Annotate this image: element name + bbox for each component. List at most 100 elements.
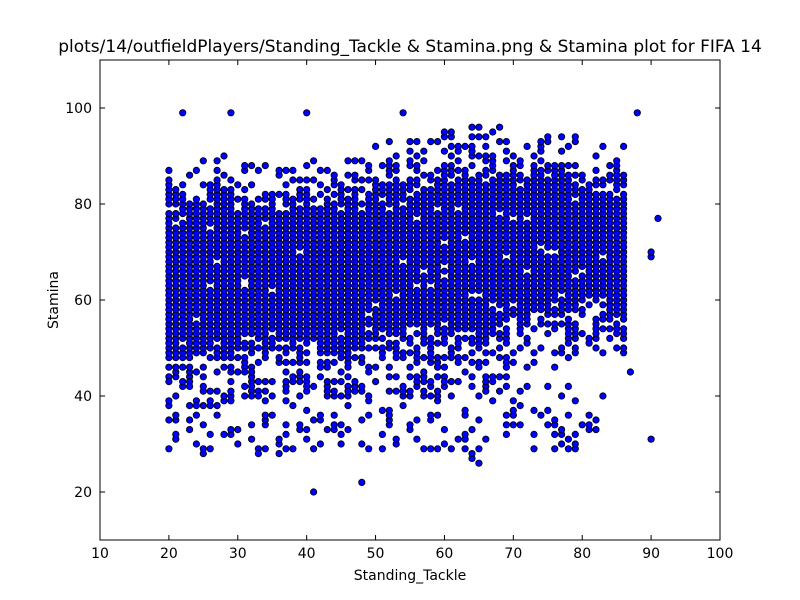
data-point <box>186 416 194 424</box>
data-point <box>289 195 297 203</box>
data-point <box>530 152 538 160</box>
data-point <box>468 334 476 342</box>
data-point <box>564 445 573 453</box>
data-point <box>468 296 476 304</box>
data-point <box>371 176 380 184</box>
data-point <box>475 171 483 179</box>
y-tick-label: 60 <box>74 293 92 309</box>
data-point <box>516 186 524 194</box>
data-point <box>523 219 531 227</box>
data-point <box>523 176 531 184</box>
data-point <box>378 445 386 453</box>
data-point <box>241 162 249 170</box>
data-point <box>371 377 380 386</box>
data-point <box>165 377 173 386</box>
data-point <box>599 142 607 150</box>
data-point <box>303 176 311 184</box>
data-point <box>179 363 187 371</box>
data-point <box>206 181 214 189</box>
data-point <box>413 219 421 227</box>
data-point <box>571 162 579 170</box>
data-point <box>592 152 600 160</box>
data-point <box>440 440 448 448</box>
data-point <box>585 334 593 342</box>
data-point <box>557 425 566 434</box>
data-point <box>454 334 462 342</box>
data-point <box>268 334 276 342</box>
data-point <box>427 186 435 194</box>
data-point <box>399 349 407 357</box>
data-point <box>220 171 228 179</box>
data-point <box>551 363 559 371</box>
data-point <box>192 411 200 419</box>
data-point <box>619 190 628 198</box>
data-point <box>537 411 545 419</box>
data-point <box>509 305 517 314</box>
data-point <box>523 339 531 347</box>
data-point <box>206 445 214 453</box>
data-point <box>564 142 573 150</box>
data-point <box>509 406 517 414</box>
data-point <box>557 440 566 448</box>
data-point <box>199 200 207 208</box>
data-point <box>537 315 545 323</box>
data-point <box>392 296 400 304</box>
data-point <box>599 301 607 309</box>
data-point <box>172 363 180 371</box>
data-point <box>172 411 180 419</box>
data-point <box>406 176 414 184</box>
data-point <box>406 373 414 381</box>
data-point <box>323 358 331 366</box>
data-point <box>440 147 448 155</box>
data-point <box>475 392 483 400</box>
data-point <box>172 186 180 194</box>
data-point <box>199 445 207 453</box>
data-point <box>571 344 579 352</box>
data-point <box>571 320 579 328</box>
data-point <box>213 262 221 270</box>
data-point <box>316 440 324 448</box>
data-point <box>454 377 462 386</box>
data-point <box>592 325 600 333</box>
data-point <box>571 440 579 448</box>
data-point <box>179 181 187 189</box>
data-point <box>254 344 262 352</box>
data-point <box>309 205 318 213</box>
data-point <box>544 176 552 184</box>
data-point <box>275 449 283 458</box>
data-point <box>206 387 214 395</box>
data-point <box>495 123 504 131</box>
data-point <box>289 358 297 366</box>
data-point <box>179 109 187 117</box>
data-point <box>509 162 517 170</box>
data-point <box>268 392 276 400</box>
data-point <box>282 377 290 386</box>
data-point <box>571 277 579 285</box>
data-point <box>489 397 497 405</box>
data-point <box>433 373 442 381</box>
data-point <box>186 382 194 390</box>
data-point <box>186 401 194 410</box>
data-point <box>551 253 559 261</box>
data-point <box>241 195 249 203</box>
data-point <box>557 392 566 400</box>
data-point <box>482 142 490 150</box>
data-point <box>413 176 421 184</box>
data-point <box>440 353 448 362</box>
data-point <box>220 152 228 160</box>
data-point <box>530 358 538 366</box>
data-point <box>323 425 331 434</box>
data-point <box>413 435 421 443</box>
data-point <box>261 445 269 453</box>
data-point <box>551 349 559 357</box>
data-point <box>454 435 462 443</box>
data-point <box>468 133 476 141</box>
data-point <box>413 344 421 352</box>
data-point <box>392 435 400 443</box>
data-point <box>502 382 510 390</box>
data-point <box>179 377 187 386</box>
data-point <box>433 353 442 362</box>
data-point <box>213 176 221 184</box>
data-point <box>557 296 566 304</box>
data-point <box>551 305 559 314</box>
